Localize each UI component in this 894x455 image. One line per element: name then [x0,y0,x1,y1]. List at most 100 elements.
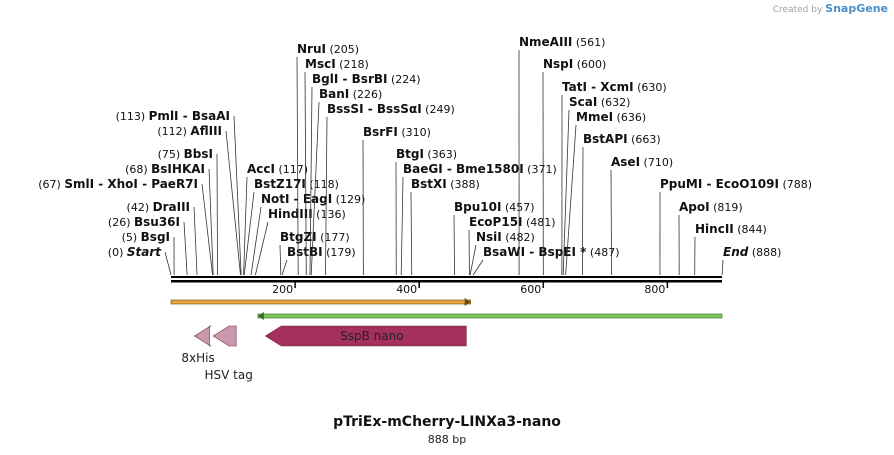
site-position: (5) [122,231,141,244]
site-position: (457) [501,201,534,214]
feature-arrow [212,325,237,347]
site-label: BtgZI (177) [280,230,350,244]
site-name: Bsu36I [134,215,180,229]
plasmid-title: pTriEx-mCherry-LINXa3-nano [333,414,561,430]
site-label: NsiI (482) [476,230,535,244]
site-name: BstZ17I [254,177,306,191]
site-name: NsiI [476,230,502,244]
site-label: (67) SmlI - XhoI - PaeR7I [38,177,198,191]
site-connector [183,221,188,276]
site-connector [243,176,248,276]
site-connector [216,153,218,276]
site-position: (42) [127,201,153,214]
site-position: (844) [734,223,767,236]
site-name: PpuMI - EcoO109I [660,177,779,191]
site-position: (218) [336,58,369,71]
site-name: ScaI [569,95,597,109]
site-label: MmeI (636) [576,110,646,124]
site-label: BtgI (363) [396,147,457,161]
site-position: (600) [573,58,606,71]
site-position: (630) [634,81,667,94]
site-connector [250,206,262,276]
site-connector [610,169,612,276]
site-connector [193,206,198,276]
site-position: (26) [108,216,134,229]
site-connector [225,130,241,276]
site-label: NotI - EagI (129) [261,192,365,206]
site-label: BaeGI - Bme1580I (371) [403,162,557,176]
site-name: NruI [297,42,326,56]
site-connector [581,146,584,276]
site-label: BanI (226) [319,87,382,101]
site-name: MscI [305,57,336,71]
site-name: AseI [611,155,640,169]
site-position: (632) [597,96,630,109]
site-name: AccI [247,162,275,176]
site-label: (113) PmlI - BsaAI [116,109,230,123]
site-name: BbsI [184,147,213,161]
site-label: (112) AflIII [157,124,222,138]
site-label: NspI (600) [543,57,606,71]
site-connector [562,109,570,276]
site-name: End [723,245,749,259]
site-position: (371) [524,163,557,176]
snapgene-credit: Created by SnapGene [773,2,888,15]
site-label: BglI - BsrBI (224) [312,72,421,86]
site-name: Bpu10I [454,200,501,214]
site-position: (67) [38,178,64,191]
site-label: AseI (710) [611,155,673,169]
site-label: BsaWI - BspEI * (487) [483,245,620,259]
site-label: End (888) [723,245,781,259]
snapgene-logo: SnapGene [825,2,888,15]
site-label: Bpu10I (457) [454,200,535,214]
site-position: (487) [586,246,619,259]
feature-label: 8xHis [181,351,214,365]
backbone-top [171,276,722,278]
site-position: (113) [116,110,149,123]
site-position: (561) [572,36,605,49]
site-name: BstXI [411,177,447,191]
site-name: BaeGI - Bme1580I [403,162,524,176]
site-name: TatI - XcmI [562,80,634,94]
site-label: (42) DraIII [127,200,190,214]
site-label: BsrFI (310) [363,125,431,139]
site-label: PpuMI - EcoO109I (788) [660,177,812,191]
site-name: PmlI - BsaAI [149,109,230,123]
site-label: BssSI - BssSαI (249) [327,102,455,116]
feature-arrow [194,325,212,347]
site-label: NmeAIII (561) [519,35,605,49]
site-label: (26) Bsu36I [108,215,180,229]
site-position: (112) [157,125,190,138]
site-connector [309,86,313,276]
axis-tick-label: 600 [520,283,541,296]
site-position: (68) [125,163,151,176]
axis-tick-label: 200 [272,283,293,296]
site-connector [304,71,307,276]
site-label: NruI (205) [297,42,359,56]
site-name: BglI - BsrBI [312,72,387,86]
site-name: SmlI - XhoI - PaeR7I [64,177,198,191]
backbone-bottom [171,280,722,283]
site-connector [472,259,484,276]
site-position: (388) [447,178,480,191]
axis-tick-label: 800 [644,283,665,296]
site-position: (663) [628,133,661,146]
site-connector [296,56,299,276]
site-label: HindIII (136) [268,207,346,221]
site-label: TatI - XcmI (630) [562,80,667,94]
site-connector [721,259,724,276]
site-label: BstXI (388) [411,177,480,191]
site-position: (75) [158,148,184,161]
orf-forward-arrowhead [464,298,471,306]
orf-reverse-arrowhead [257,312,264,320]
site-connector [208,168,214,276]
site-position: (482) [502,231,535,244]
site-position: (177) [317,231,350,244]
site-name: BsrFI [363,125,398,139]
site-name: BtgI [396,147,424,161]
site-name: BssSI - BssSαI [327,102,422,116]
site-name: NmeAIII [519,35,572,49]
site-position: (226) [349,88,382,101]
site-name: MmeI [576,110,613,124]
site-connector [201,183,213,276]
